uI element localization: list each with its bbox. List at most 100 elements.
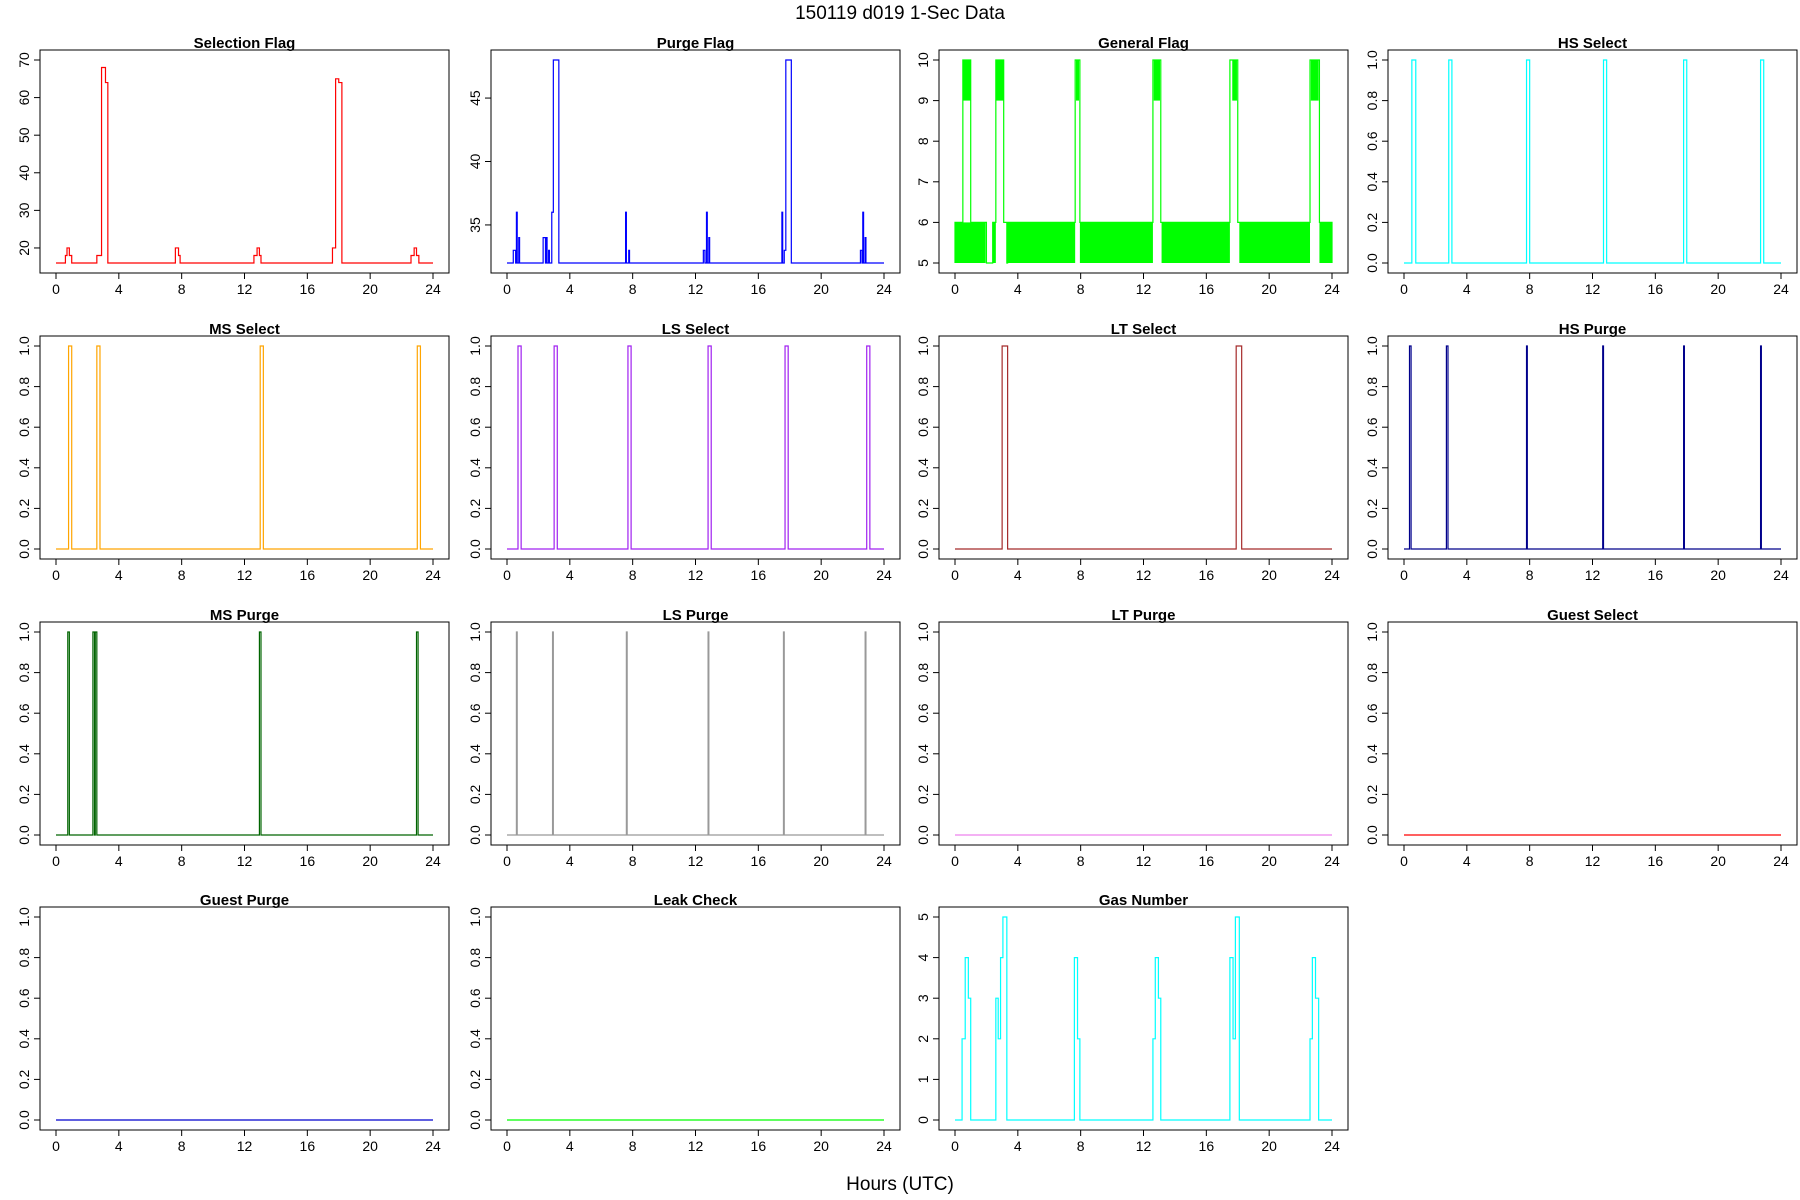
series-line [955, 916, 1332, 1121]
y-tick-label: 0.6 [467, 417, 483, 437]
y-tick-label: 1.0 [1364, 336, 1380, 356]
y-tick-label: 0.6 [16, 988, 32, 1008]
x-tick-label: 4 [566, 1138, 574, 1154]
y-tick-label: 0.0 [1364, 825, 1380, 845]
x-tick-label: 16 [751, 853, 767, 869]
x-tick-label: 16 [751, 567, 767, 583]
y-tick-label: 20 [16, 240, 32, 256]
y-tick-label: 1 [915, 1075, 931, 1083]
x-tick-label: 4 [115, 281, 123, 297]
x-tick-label: 16 [1648, 281, 1664, 297]
x-tick-label: 8 [629, 281, 637, 297]
panel-ms-purge: MS Purge 0 4 8 12 16 20 24 0.0 0.2 0.4 0.6 0.8 1.0 [16, 607, 450, 869]
x-tick-label: 20 [1710, 853, 1726, 869]
series-line [1404, 345, 1781, 550]
y-tick-label: 0.0 [16, 1110, 32, 1130]
series-fill-block [1006, 222, 1076, 263]
x-tick-label: 8 [1077, 853, 1085, 869]
y-tick-label: 0.2 [1364, 784, 1380, 804]
x-tick-label: 24 [1773, 853, 1789, 869]
y-tick-label: 0 [915, 1116, 931, 1124]
y-tick-label: 1.0 [16, 622, 32, 642]
x-tick-label: 24 [1324, 1138, 1340, 1154]
x-tick-label: 20 [362, 1138, 378, 1154]
series-line [507, 345, 884, 550]
x-tick-label: 24 [1773, 567, 1789, 583]
y-tick-label: 0.4 [467, 744, 483, 764]
y-tick-label: 0.4 [467, 458, 483, 478]
panel-hs-select: HS Select 0 4 8 12 16 20 24 0.0 0.2 0.4 0.6 0.8 1.0 [1364, 35, 1798, 297]
x-tick-label: 12 [237, 1138, 253, 1154]
y-tick-label: 0.4 [16, 744, 32, 764]
panel-frame [39, 621, 450, 846]
x-tick-label: 8 [178, 1138, 186, 1154]
x-tick-label: 0 [503, 567, 511, 583]
y-tick-label: 0.0 [16, 825, 32, 845]
x-tick-label: 16 [300, 567, 316, 583]
panel-title: HS Select [1558, 35, 1627, 52]
x-tick-label: 16 [751, 1138, 767, 1154]
x-tick-label: 12 [1136, 281, 1152, 297]
panel-frame [490, 906, 901, 1131]
y-tick-label: 1.0 [467, 336, 483, 356]
x-tick-label: 20 [1261, 853, 1277, 869]
panel-title: Purge Flag [657, 35, 735, 52]
x-tick-label: 4 [115, 1138, 123, 1154]
y-tick-label: 45 [467, 90, 483, 106]
y-tick-label: 0.6 [467, 988, 483, 1008]
y-tick-label: 0.4 [16, 458, 32, 478]
panel-title: MS Select [209, 321, 280, 338]
x-tick-label: 0 [52, 853, 60, 869]
x-tick-label: 4 [566, 853, 574, 869]
y-tick-label: 0.8 [1364, 377, 1380, 397]
x-tick-label: 12 [1585, 853, 1601, 869]
y-tick-label: 0.0 [915, 825, 931, 845]
x-tick-label: 16 [300, 281, 316, 297]
y-tick-label: 0.8 [1364, 91, 1380, 111]
y-tick-label: 40 [16, 165, 32, 181]
x-tick-label: 8 [1077, 567, 1085, 583]
x-tick-label: 4 [1014, 1138, 1022, 1154]
x-tick-label: 12 [1136, 567, 1152, 583]
x-tick-label: 24 [425, 853, 441, 869]
x-tick-label: 20 [362, 281, 378, 297]
x-tick-label: 24 [425, 1138, 441, 1154]
panel-guest-purge: Guest Purge 0 4 8 12 16 20 24 0.0 0.2 0.4 0.6 0.8 1.0 [16, 892, 450, 1154]
x-tick-label: 0 [1400, 853, 1408, 869]
series-fill-block [992, 222, 996, 263]
y-tick-label: 50 [16, 127, 32, 143]
panel-frame [1387, 335, 1798, 560]
y-tick-label: 5 [915, 913, 931, 921]
x-tick-label: 12 [237, 281, 253, 297]
x-tick-label: 0 [503, 853, 511, 869]
series-line [56, 631, 433, 836]
panel-title: LT Select [1111, 321, 1177, 338]
series-line [1404, 59, 1781, 264]
x-tick-label: 16 [300, 1138, 316, 1154]
figure-xlabel: Hours (UTC) [846, 1174, 954, 1195]
y-tick-label: 0.6 [1364, 417, 1380, 437]
y-tick-label: 0.2 [915, 498, 931, 518]
y-tick-label: 0.2 [1364, 212, 1380, 232]
y-tick-label: 0.6 [467, 703, 483, 723]
x-tick-label: 20 [813, 281, 829, 297]
x-tick-label: 8 [1526, 567, 1534, 583]
x-tick-label: 24 [1324, 281, 1340, 297]
x-tick-label: 0 [503, 1138, 511, 1154]
x-tick-label: 20 [1261, 1138, 1277, 1154]
x-tick-label: 16 [1199, 567, 1215, 583]
y-tick-label: 8 [915, 137, 931, 145]
x-tick-label: 24 [1773, 281, 1789, 297]
y-tick-label: 0.2 [16, 498, 32, 518]
x-tick-label: 4 [1014, 281, 1022, 297]
y-tick-label: 30 [16, 202, 32, 218]
series-fill-block [1239, 222, 1311, 263]
x-tick-label: 4 [115, 567, 123, 583]
series-fill-block [1153, 60, 1160, 101]
y-tick-label: 0.4 [915, 744, 931, 764]
x-tick-label: 12 [688, 1138, 704, 1154]
y-tick-label: 0.0 [467, 825, 483, 845]
x-tick-label: 16 [1648, 853, 1664, 869]
y-tick-label: 0.8 [16, 377, 32, 397]
